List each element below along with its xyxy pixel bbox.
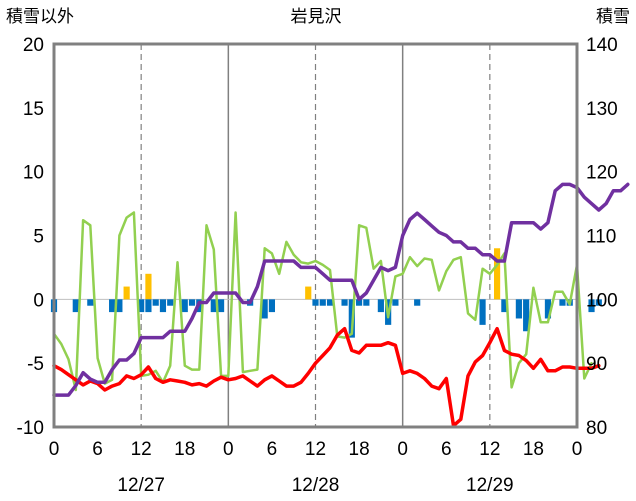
date-label: 12/29 xyxy=(466,475,514,496)
precipitation-bar xyxy=(145,273,152,300)
snow-change-bar xyxy=(326,299,334,306)
x-tick-label: 6 xyxy=(441,439,452,460)
x-tick-label: 0 xyxy=(397,439,408,460)
precipitation-bar xyxy=(123,286,130,300)
right-tick-label: 90 xyxy=(586,354,607,375)
snow-change-bar xyxy=(261,299,268,319)
plot-border xyxy=(52,42,579,429)
left-tick-label: 20 xyxy=(23,35,44,56)
left-tick-label: -5 xyxy=(27,354,44,375)
left-tick-label: 0 xyxy=(33,290,44,311)
snow-change-bar xyxy=(319,299,326,306)
snow-change-bar xyxy=(363,299,370,306)
snow-change-bar xyxy=(479,299,486,325)
snow-change-bar xyxy=(116,299,123,313)
x-tick-label: 6 xyxy=(267,439,278,460)
wind-speed-line xyxy=(52,211,593,392)
left-tick-label: 5 xyxy=(33,227,44,248)
snow-change-bar xyxy=(159,299,167,313)
right-tick-label: 120 xyxy=(586,163,618,184)
x-axis-ticks: 0 6 12 18 0 6 12 18 0 6 12 18 0 xyxy=(49,439,583,460)
right-tick-label: 110 xyxy=(586,227,616,248)
x-tick-label: 6 xyxy=(92,439,103,460)
x-tick-label: 12 xyxy=(131,439,152,460)
snow-change-bar xyxy=(109,299,116,313)
snow-change-bar xyxy=(181,299,188,313)
right-axis-title: 積雪 xyxy=(596,7,630,27)
snow-change-bar xyxy=(414,299,421,306)
x-tick-label: 18 xyxy=(523,439,544,460)
x-tick-label: 12 xyxy=(305,439,326,460)
precipitation-bar xyxy=(494,248,501,300)
left-tick-label: 15 xyxy=(23,99,44,120)
snow-change-bar xyxy=(268,299,276,313)
x-tick-label: 18 xyxy=(174,439,195,460)
date-label: 12/27 xyxy=(117,475,165,496)
snow-change-bar xyxy=(217,299,225,313)
snow-change-bar xyxy=(355,299,363,306)
snow-change-bar xyxy=(210,299,217,313)
snow-change-bar xyxy=(515,299,522,319)
x-tick-label: 0 xyxy=(49,439,60,460)
snow-change-bar xyxy=(152,299,159,306)
x-tick-label: 12 xyxy=(479,439,500,460)
snow-change-bar xyxy=(392,299,399,306)
snow-change-bar xyxy=(312,299,319,306)
snow-change-bar xyxy=(588,299,595,313)
x-tick-label: 0 xyxy=(223,439,234,460)
date-labels: 12/27 12/28 12/29 xyxy=(117,475,513,496)
left-tick-label: -10 xyxy=(17,418,44,439)
left-axis-title: 積雪以外 xyxy=(6,7,74,27)
snow-change-bar xyxy=(87,299,94,306)
snow-change-bar xyxy=(72,299,79,313)
right-axis-ticks: 140 130 120 110 100 90 80 xyxy=(586,35,618,439)
precipitation-bar xyxy=(305,286,312,300)
snow-change-bar xyxy=(544,299,552,319)
snow-change-bar xyxy=(377,299,384,313)
snow-change-bar xyxy=(523,299,530,332)
snow-change-bar xyxy=(188,299,196,306)
snow-change-bar xyxy=(595,299,602,306)
temperature-line xyxy=(52,326,601,428)
right-tick-label: 140 xyxy=(586,35,618,56)
right-tick-label: 80 xyxy=(586,418,607,439)
snow-depth-line xyxy=(52,182,630,397)
x-tick-label: 0 xyxy=(572,439,583,460)
left-tick-label: 10 xyxy=(23,163,44,184)
snow-change-bar xyxy=(501,299,508,313)
date-label: 12/28 xyxy=(292,475,340,496)
snow-change-bar xyxy=(341,299,348,306)
chart-title: 岩見沢 xyxy=(291,7,342,27)
x-tick-label: 18 xyxy=(349,439,370,460)
precipitation-bars xyxy=(123,248,501,300)
right-tick-label: 100 xyxy=(586,290,618,311)
left-axis-ticks: 20 15 10 5 0 -5 -10 xyxy=(17,35,44,439)
snow-change-bar xyxy=(559,299,566,306)
right-tick-label: 130 xyxy=(586,99,618,120)
snow-change-bar xyxy=(138,299,145,313)
series-lines xyxy=(52,182,630,428)
snow-change-bar xyxy=(145,299,152,313)
snow-change-bar xyxy=(167,299,174,306)
